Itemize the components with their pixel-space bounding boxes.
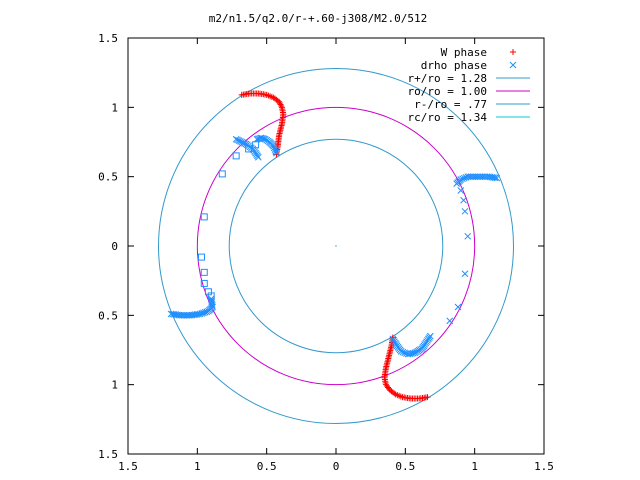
squares-point — [197, 253, 205, 261]
drho-phase-point — [460, 174, 468, 182]
drho-phase-point — [493, 174, 501, 182]
squares-point — [252, 141, 260, 149]
drho-phase-point — [273, 149, 280, 157]
drho-phase-point — [426, 332, 434, 340]
drho-phase-point — [461, 207, 469, 215]
squares-point — [200, 279, 208, 287]
y-tick-label: 1.5 — [98, 448, 118, 461]
w-phase-point — [277, 101, 284, 108]
circle-r+ro — [158, 68, 514, 424]
w-phase-point — [276, 100, 283, 107]
squares-point — [200, 213, 208, 221]
x-tick-label: 0.5 — [257, 460, 277, 473]
drho-phase-point — [457, 187, 465, 194]
legend-swatch — [509, 61, 517, 69]
drho-phase-point — [457, 176, 465, 183]
squares-point — [218, 170, 226, 178]
x-tick-label: 1 — [194, 460, 201, 473]
legend-label: r+/ro = 1.28 — [408, 72, 487, 85]
drho-phase-point — [461, 270, 469, 278]
drho-phase-point — [253, 135, 261, 143]
y-tick-label: 0.5 — [98, 309, 118, 322]
squares-point — [232, 152, 240, 160]
y-tick-label: 0.5 — [98, 171, 118, 184]
drho-phase-point — [272, 148, 280, 155]
y-tick-label: 1 — [111, 379, 118, 392]
drho-phase-point — [464, 232, 472, 240]
drho-phase-point — [254, 135, 262, 143]
drho-phase-point — [446, 317, 454, 325]
drho-phase-point — [208, 297, 215, 304]
w-phase-point — [383, 383, 390, 390]
legend-label: r-/ro = .77 — [414, 98, 487, 111]
x-tick-label: 1.5 — [118, 460, 138, 473]
drho-phase-point — [180, 311, 188, 319]
drho-phase-point — [460, 196, 467, 204]
drho-phase-point — [459, 175, 466, 183]
squares-point — [207, 292, 215, 300]
circle-r-ro — [228, 138, 444, 354]
legend-swatch — [510, 49, 516, 55]
center-dot — [335, 245, 337, 247]
x-tick-label: 0.5 — [395, 460, 415, 473]
legend-label: W phase — [441, 46, 487, 59]
legend-label: drho phase — [421, 59, 487, 72]
drho-phase-point — [401, 349, 408, 357]
drho-phase-point — [182, 311, 189, 319]
y-tick-label: 0 — [111, 240, 118, 253]
circle-roro — [196, 106, 476, 386]
x-tick-label: 0 — [333, 460, 340, 473]
squares-point — [245, 145, 253, 153]
drho-phase-point — [397, 348, 405, 355]
drho-phase-point — [178, 311, 186, 319]
drho-phase-point — [177, 311, 185, 319]
drho-phase-point — [232, 135, 240, 143]
x-tick-label: 1 — [471, 460, 478, 473]
chart-title: m2/n1.5/q2.0/r-+.60-j308/M2.0/512 — [209, 12, 428, 25]
drho-phase-point — [399, 348, 407, 356]
w-phase-point — [276, 98, 283, 105]
drho-phase-point — [454, 303, 462, 311]
legend-label: ro/ro = 1.00 — [408, 85, 487, 98]
drho-phase-point — [491, 174, 499, 182]
squares-point — [200, 268, 208, 276]
y-tick-label: 1.5 — [98, 32, 118, 45]
x-tick-label: 1.5 — [534, 460, 554, 473]
legend-label: rc/ro = 1.34 — [408, 111, 488, 124]
w-phase-point — [278, 102, 285, 109]
drho-phase-point — [271, 146, 279, 153]
y-tick-label: 1 — [111, 101, 118, 114]
